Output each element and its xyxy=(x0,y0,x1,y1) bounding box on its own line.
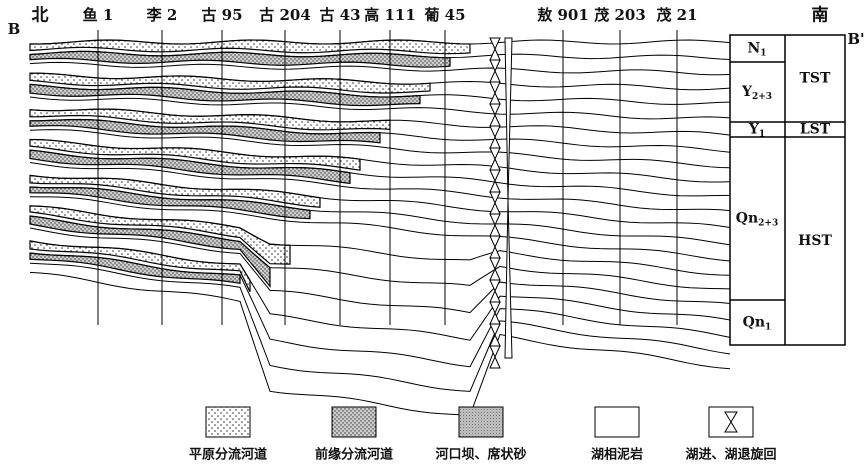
cycle-symbol xyxy=(490,236,500,258)
legend-swatch xyxy=(332,407,376,437)
legend-label: 湖进、湖退旋回 xyxy=(685,447,776,463)
legend-swatch xyxy=(206,407,250,437)
section-end: B' xyxy=(847,30,864,48)
legend-swatch xyxy=(459,407,503,437)
tract-label: TST xyxy=(800,71,832,87)
legend-label: 平原分流河道 xyxy=(189,447,267,463)
layers xyxy=(30,30,845,437)
cycle-symbol xyxy=(490,302,500,324)
cycle-symbol xyxy=(490,104,500,126)
well-name: 高 111 xyxy=(364,6,416,24)
unit-name: Qn xyxy=(743,315,765,331)
unit-name: Qn xyxy=(736,211,758,227)
well-name: 敖 901 xyxy=(537,6,589,24)
cycle-symbol xyxy=(490,60,500,82)
cycle-symbol xyxy=(490,192,500,214)
legend-label: 湖相泥岩 xyxy=(591,447,643,463)
cycle-symbol xyxy=(490,324,500,346)
unit-sub: 2+3 xyxy=(752,92,772,102)
section-start: B xyxy=(8,20,21,38)
well-name: 鱼 1 xyxy=(83,6,114,24)
well-name: 古 95 xyxy=(201,6,242,24)
cycle-symbol xyxy=(490,258,500,280)
unit-sub: 2+3 xyxy=(758,218,778,228)
cycle-symbol xyxy=(490,126,500,148)
legend-swatch xyxy=(595,407,639,437)
tract-label: HST xyxy=(798,233,832,249)
south-label: 南 xyxy=(812,5,829,26)
cycle-symbol xyxy=(490,82,500,104)
tract-label: LST xyxy=(800,122,831,138)
well-name: 李 2 xyxy=(146,6,178,24)
north-label: 北 xyxy=(32,6,49,26)
cycle-symbol xyxy=(490,214,500,236)
cycle-symbol xyxy=(490,38,500,60)
well-name: 古 204 xyxy=(259,6,311,24)
layer-line xyxy=(30,272,730,415)
unit-sub: 1 xyxy=(760,48,766,58)
cycle-symbol xyxy=(505,38,512,358)
cycle-symbol xyxy=(490,148,500,170)
cross-section: 北 南 B B' 鱼 1 李 2 古 95 古 204 古 43高 111 葡 45 敖 901 茂 … xyxy=(0,0,865,468)
legend-label: 前缘分流河道 xyxy=(315,447,393,463)
well-name: 葡 45 xyxy=(423,6,465,24)
unit-sub: 1 xyxy=(765,322,771,332)
well-name: 古 43 xyxy=(319,6,360,24)
well-name: 茂 203 xyxy=(594,6,646,24)
layer-line xyxy=(30,263,730,391)
well-name: 茂 21 xyxy=(656,6,697,24)
cycle-symbol xyxy=(490,170,500,192)
legend-label: 河口坝、席状砂 xyxy=(435,447,526,463)
unit-sub: 1 xyxy=(759,129,765,139)
unit-name: N xyxy=(747,41,760,57)
